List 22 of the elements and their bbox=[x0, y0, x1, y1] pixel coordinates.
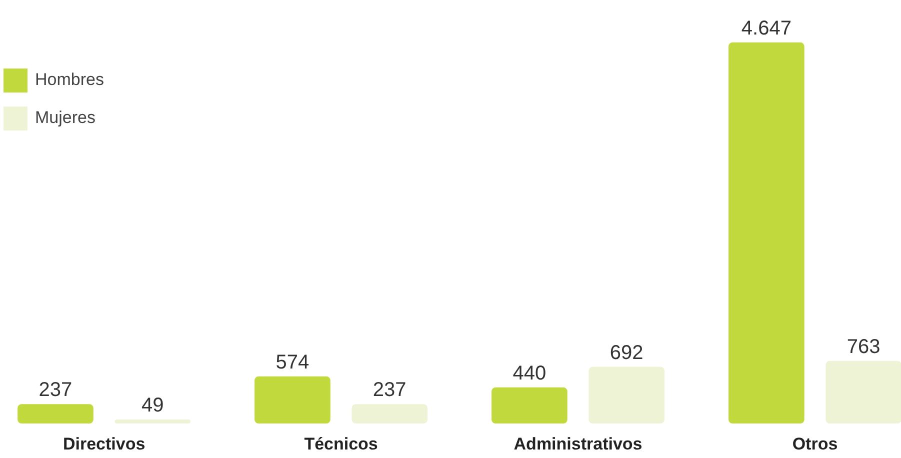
x-tick-label: Directivos bbox=[62, 434, 146, 454]
x-tick-label: Administrativos bbox=[514, 434, 642, 454]
data-label: 237 bbox=[38, 379, 72, 402]
legend-label: Mujeres bbox=[35, 108, 96, 128]
data-label: 763 bbox=[846, 336, 880, 358]
data-label: 440 bbox=[512, 362, 546, 384]
x-tick-label: Técnicos bbox=[304, 434, 378, 454]
data-label: 4.647 bbox=[741, 17, 792, 40]
data-label: 49 bbox=[142, 394, 164, 416]
bar bbox=[588, 366, 665, 424]
bar bbox=[254, 376, 330, 424]
bar bbox=[492, 387, 568, 424]
data-label: 574 bbox=[276, 351, 310, 374]
legend-label: Hombres bbox=[35, 70, 104, 90]
bar bbox=[352, 404, 428, 424]
data-label: 692 bbox=[610, 342, 644, 364]
bar bbox=[728, 42, 804, 424]
bar bbox=[826, 360, 901, 424]
bar bbox=[114, 419, 191, 424]
bar bbox=[18, 404, 94, 424]
data-label: 237 bbox=[372, 379, 406, 402]
x-tick-label: Otros bbox=[792, 434, 838, 454]
